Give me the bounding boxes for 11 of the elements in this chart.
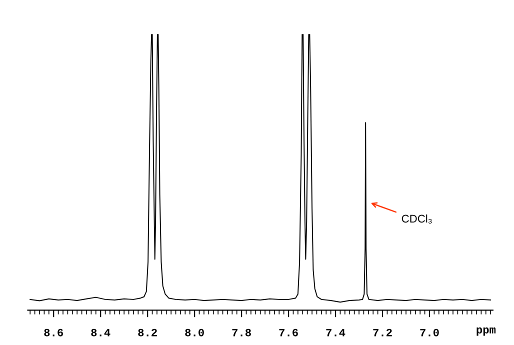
x-axis-title: ppm xyxy=(476,327,496,336)
x-tick-label: 7.6 xyxy=(279,328,298,336)
x-tick-label: 8.6 xyxy=(44,328,63,336)
x-tick-label: 7.2 xyxy=(373,328,392,336)
x-tick-label: 7.8 xyxy=(232,328,251,336)
x-tick-label: 7.4 xyxy=(326,328,346,336)
x-tick-label: 8.4 xyxy=(91,328,110,336)
annotation: CDCl₃ xyxy=(402,214,432,224)
x-tick-label: 8.0 xyxy=(185,328,204,336)
x-tick-label: 7.0 xyxy=(420,328,439,336)
x-tick-label: 8.2 xyxy=(138,328,157,336)
